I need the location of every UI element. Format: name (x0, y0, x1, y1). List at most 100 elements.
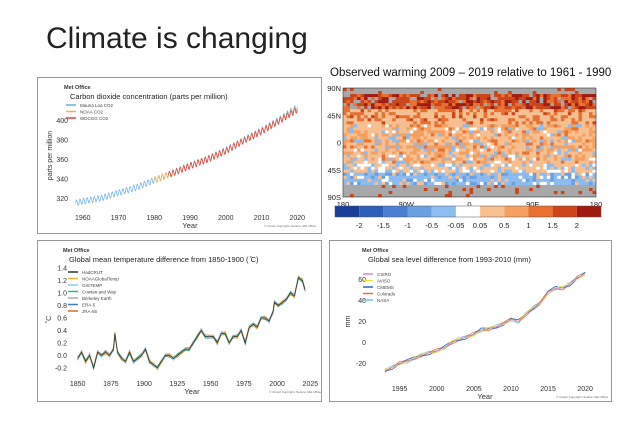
map-cell (441, 169, 446, 173)
map-cell (546, 169, 551, 173)
map-cell (374, 178, 379, 182)
map-cell (374, 115, 379, 119)
map-cell (571, 115, 576, 119)
map-cell (553, 136, 558, 140)
map-cell (357, 166, 361, 170)
map-cell (574, 154, 579, 158)
map-cell (402, 112, 407, 116)
map-cell (357, 118, 361, 122)
map-cell (564, 157, 568, 161)
map-cell (413, 139, 417, 143)
map-cell (539, 133, 544, 137)
map-cell (494, 118, 498, 122)
map-cell (469, 130, 474, 134)
map-cell (451, 133, 456, 137)
map-cell (578, 109, 583, 113)
map-cell (553, 157, 558, 161)
map-cell (532, 133, 537, 137)
x-tick-label: 2000 (269, 381, 285, 388)
map-cell (574, 163, 579, 167)
map-cell (592, 178, 597, 182)
map-cell (490, 175, 495, 179)
map-cell (515, 142, 519, 146)
map-cell (399, 142, 403, 146)
map-cell (430, 94, 435, 98)
map-cell (490, 127, 495, 131)
map-cell (371, 106, 375, 110)
map-cell (346, 100, 351, 104)
map-cell (437, 100, 442, 104)
map-cell (462, 178, 467, 182)
map-cell (546, 145, 551, 149)
map-cell (371, 103, 375, 107)
map-cell (567, 97, 572, 101)
map-cell (529, 133, 533, 137)
map-cell (571, 172, 576, 176)
map-cell (395, 115, 400, 119)
map-cell (458, 118, 463, 122)
map-cell (451, 97, 456, 101)
map-cell (465, 127, 470, 131)
map-cell (406, 142, 410, 146)
map-cell (353, 124, 358, 128)
map-cell (581, 121, 586, 125)
map-cell (465, 157, 470, 161)
map-cell (437, 142, 442, 146)
map-cell (497, 148, 502, 152)
map-cell (553, 97, 558, 101)
map-cell (451, 136, 456, 140)
map-cell (494, 112, 498, 116)
map-cell (406, 109, 410, 113)
map-cell (539, 103, 544, 107)
legend-label: CMEMS (377, 285, 394, 290)
map-cell (518, 175, 523, 179)
map-cell (550, 160, 554, 164)
map-cell (427, 127, 431, 131)
map-cell (420, 124, 424, 128)
map-cell (543, 169, 547, 173)
x-axis-label: Year (182, 221, 198, 230)
map-cell (574, 136, 579, 140)
map-cell (343, 142, 347, 146)
map-cell (550, 145, 554, 149)
map-cell (592, 148, 597, 152)
map-cell (406, 100, 410, 104)
map-cell (441, 130, 446, 134)
map-cell (371, 136, 375, 140)
map-cell (508, 169, 512, 173)
map-cell (434, 106, 438, 110)
map-cell (409, 139, 414, 143)
map-cell (465, 139, 470, 143)
map-cell (465, 163, 470, 167)
map-cell (476, 184, 481, 189)
map-cell (508, 103, 512, 107)
map-cell (578, 136, 583, 140)
map-cell (402, 175, 407, 179)
map-cell (588, 181, 593, 185)
map-cell (350, 130, 354, 134)
map-cell (480, 100, 484, 104)
map-cell (518, 136, 523, 140)
y-tick-label: 0.0 (57, 353, 67, 360)
map-cell (473, 154, 477, 158)
map-cell (473, 121, 477, 125)
map-cell (423, 157, 428, 161)
map-cell (588, 127, 593, 131)
map-cell (553, 103, 558, 107)
map-cell (588, 166, 593, 170)
map-cell (571, 154, 576, 158)
map-cell (469, 127, 474, 131)
map-cell (592, 118, 597, 122)
map-cell (546, 178, 551, 182)
map-cell (346, 157, 351, 161)
map-cell (571, 148, 576, 152)
map-cell (392, 148, 396, 152)
map-cell (546, 127, 551, 131)
map-cell (494, 160, 498, 164)
map-cell (473, 94, 477, 98)
map-cell (353, 169, 358, 173)
series-line (77, 276, 306, 370)
map-cell (378, 118, 382, 122)
lon-tick-label: 180 (337, 200, 350, 209)
map-cell (381, 127, 386, 131)
